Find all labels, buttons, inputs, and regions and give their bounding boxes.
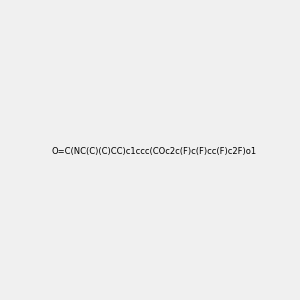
Text: O=C(NC(C)(C)CC)c1ccc(COc2c(F)c(F)cc(F)c2F)o1: O=C(NC(C)(C)CC)c1ccc(COc2c(F)c(F)cc(F)c2…	[51, 147, 256, 156]
